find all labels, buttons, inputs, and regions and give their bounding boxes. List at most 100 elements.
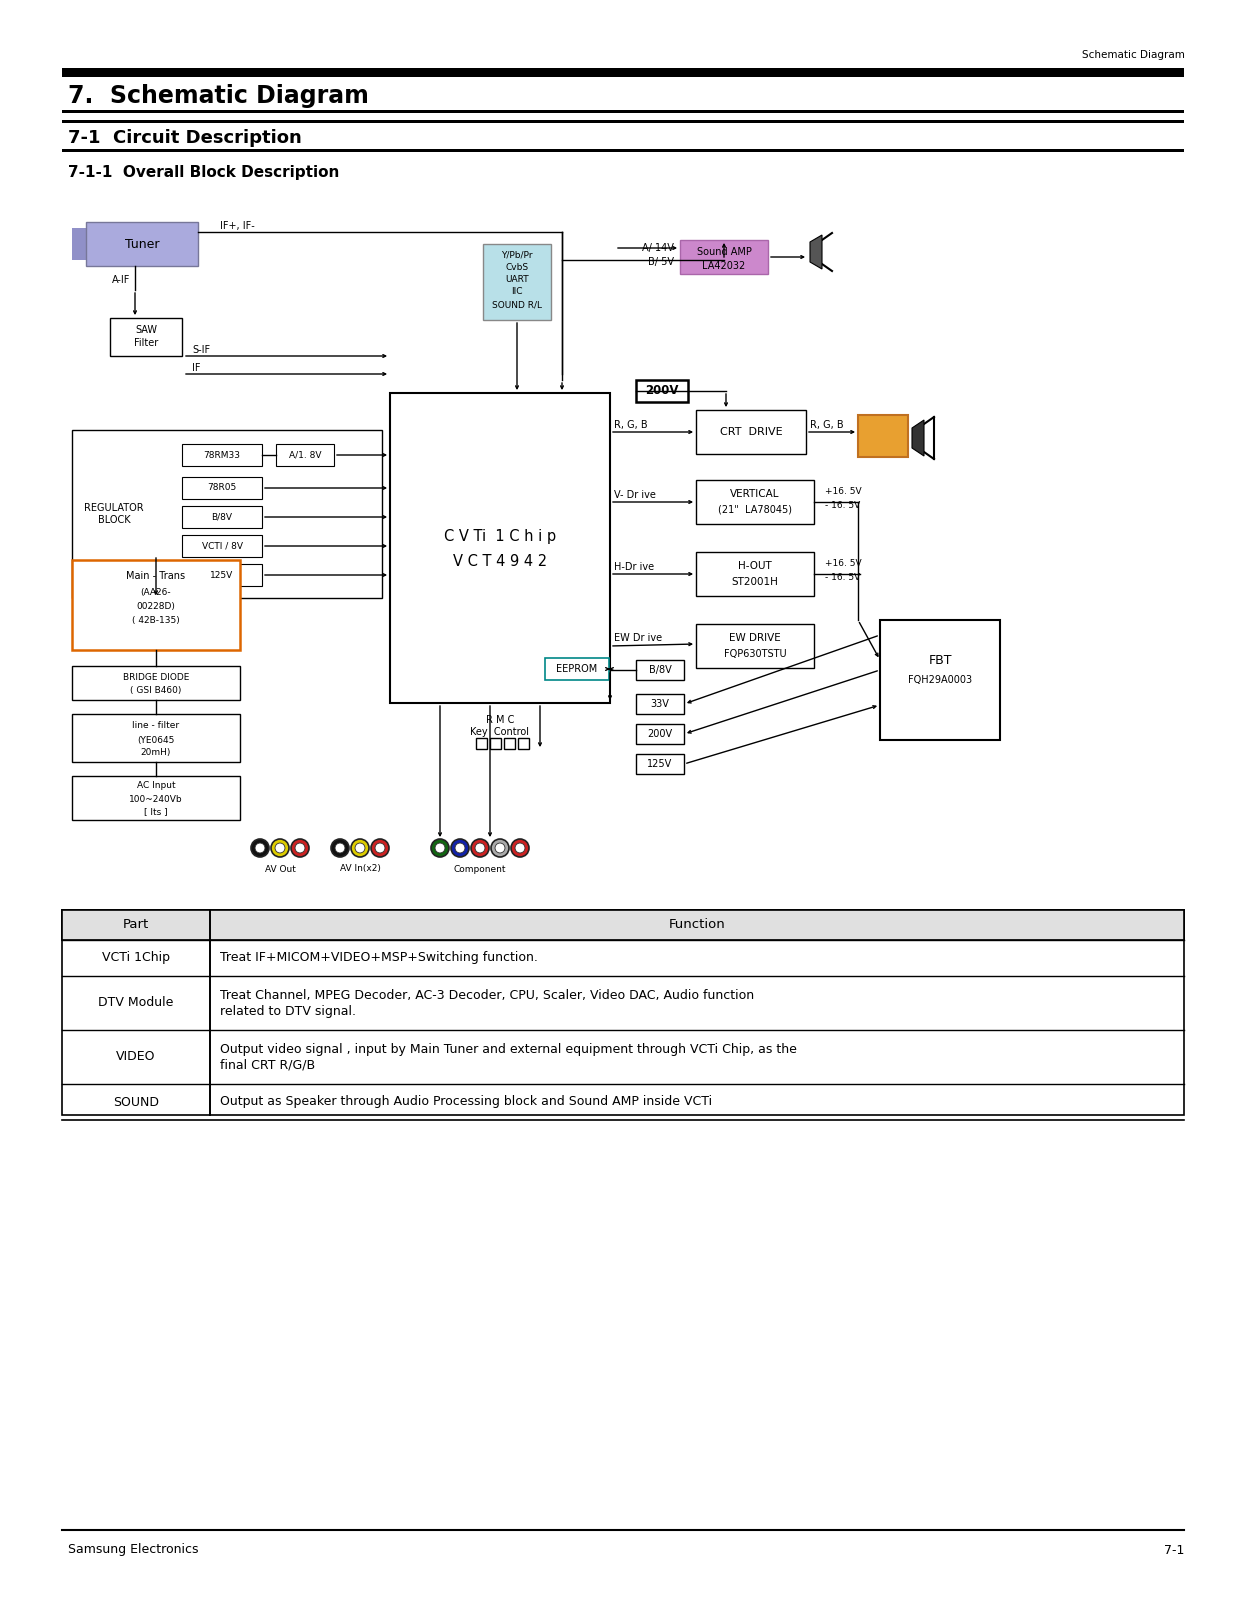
Circle shape [431,838,449,858]
Text: Samsung Electronics: Samsung Electronics [68,1544,198,1557]
Bar [182,565,261,586]
Text: Component: Component [453,864,507,874]
Text: SOUND: SOUND [113,1096,159,1109]
Text: EEPROM: EEPROM [557,664,598,674]
Text: related to DTV signal.: related to DTV signal. [220,1005,356,1018]
Bar [182,534,261,557]
Text: H-Dr ive: H-Dr ive [614,562,654,573]
Circle shape [451,838,469,858]
Text: ( GSI B460): ( GSI B460) [131,686,182,696]
Circle shape [251,838,269,858]
Bar [276,443,334,466]
Text: (AA26-: (AA26- [141,587,172,597]
Text: AV In(x2): AV In(x2) [340,864,381,874]
Text: Y/Pb/Pr: Y/Pb/Pr [502,251,533,259]
Text: - 16. 5V: - 16. 5V [825,573,860,581]
Bar [62,910,1184,939]
Text: 100~240Vb: 100~240Vb [129,795,183,805]
Text: Function: Function [669,918,726,931]
Bar [696,410,806,454]
Bar [62,110,1184,114]
Text: V- Dr ive: V- Dr ive [614,490,656,499]
Text: 20mH): 20mH) [141,749,172,757]
Text: 78RM33: 78RM33 [203,451,240,459]
Bar [545,658,609,680]
Text: CRT  DRIVE: CRT DRIVE [720,427,782,437]
Bar [182,506,261,528]
Bar [62,910,1184,939]
Text: B/ 5V: B/ 5V [647,258,674,267]
Bar [636,694,684,714]
Bar [636,379,688,402]
Text: A/1. 8V: A/1. 8V [289,451,321,459]
Text: FBT: FBT [929,653,951,667]
Bar [62,120,1184,123]
Circle shape [271,838,289,858]
Bar [504,738,515,749]
Bar [636,723,684,744]
Bar [110,318,182,357]
Text: VIDEO: VIDEO [116,1051,156,1064]
Text: VERTICAL: VERTICAL [731,490,779,499]
Bar [72,714,240,762]
Bar [182,477,261,499]
Text: line - filter: line - filter [132,722,179,731]
Text: V C T 4 9 4 2: V C T 4 9 4 2 [453,555,547,570]
Bar [182,443,261,466]
Bar [476,738,487,749]
Text: Tuner: Tuner [124,237,159,251]
Bar [72,666,240,701]
Text: 200V: 200V [647,730,672,739]
Text: R, G, B: R, G, B [614,419,647,430]
Text: ST2001H: ST2001H [732,578,778,587]
Text: DTV Module: DTV Module [98,997,174,1010]
Circle shape [331,838,349,858]
Text: IIC: IIC [512,286,523,296]
Circle shape [255,843,265,853]
Bar [858,414,908,458]
Circle shape [471,838,489,858]
Text: Sound AMP: Sound AMP [696,246,752,258]
Text: Part: Part [123,918,149,931]
Text: +16. 5V: +16. 5V [825,488,862,496]
Text: A-IF: A-IF [112,275,129,285]
Text: R M C: R M C [486,715,514,725]
Circle shape [295,843,305,853]
Text: R, G, B: R, G, B [810,419,844,430]
Polygon shape [810,235,822,269]
Bar [72,430,382,598]
Bar [62,149,1184,152]
Text: 125V: 125V [647,758,672,770]
Bar [518,738,529,749]
Text: SOUND R/L: SOUND R/L [492,301,542,309]
Text: LA42032: LA42032 [702,261,746,270]
Text: REGULATOR
BLOCK: REGULATOR BLOCK [85,502,144,525]
Text: B/8V: B/8V [212,512,233,522]
Circle shape [275,843,285,853]
Text: 78R05: 78R05 [208,483,237,493]
Bar [696,480,814,525]
Circle shape [491,838,509,858]
Text: +16. 5V: +16. 5V [825,558,862,568]
Text: CvbS: CvbS [505,262,529,272]
Text: 200V: 200V [645,384,679,397]
Text: S-IF: S-IF [192,346,210,355]
Text: 125V: 125V [210,571,234,579]
Text: A/ 14V: A/ 14V [642,243,674,253]
Text: Output video signal , input by Main Tuner and external equipment through VCTi Ch: Output video signal , input by Main Tune… [220,1043,797,1056]
Text: 7-1-1  Overall Block Description: 7-1-1 Overall Block Description [68,165,340,179]
Text: AV Out: AV Out [265,864,295,874]
Text: (YE0645: (YE0645 [137,736,174,744]
Text: Key  Control: Key Control [471,726,529,738]
Circle shape [291,838,309,858]
Text: VCTi 1Chip: VCTi 1Chip [102,952,171,965]
Circle shape [456,843,464,853]
Text: Filter: Filter [134,338,158,349]
Text: final CRT R/G/B: final CRT R/G/B [220,1059,315,1072]
Text: BRIDGE DIODE: BRIDGE DIODE [123,674,189,683]
Text: EW DRIVE: EW DRIVE [730,634,781,643]
Text: FQH29A0003: FQH29A0003 [908,675,972,685]
Text: 7.  Schematic Diagram: 7. Schematic Diagram [68,83,369,109]
Circle shape [351,838,369,858]
Circle shape [476,843,486,853]
